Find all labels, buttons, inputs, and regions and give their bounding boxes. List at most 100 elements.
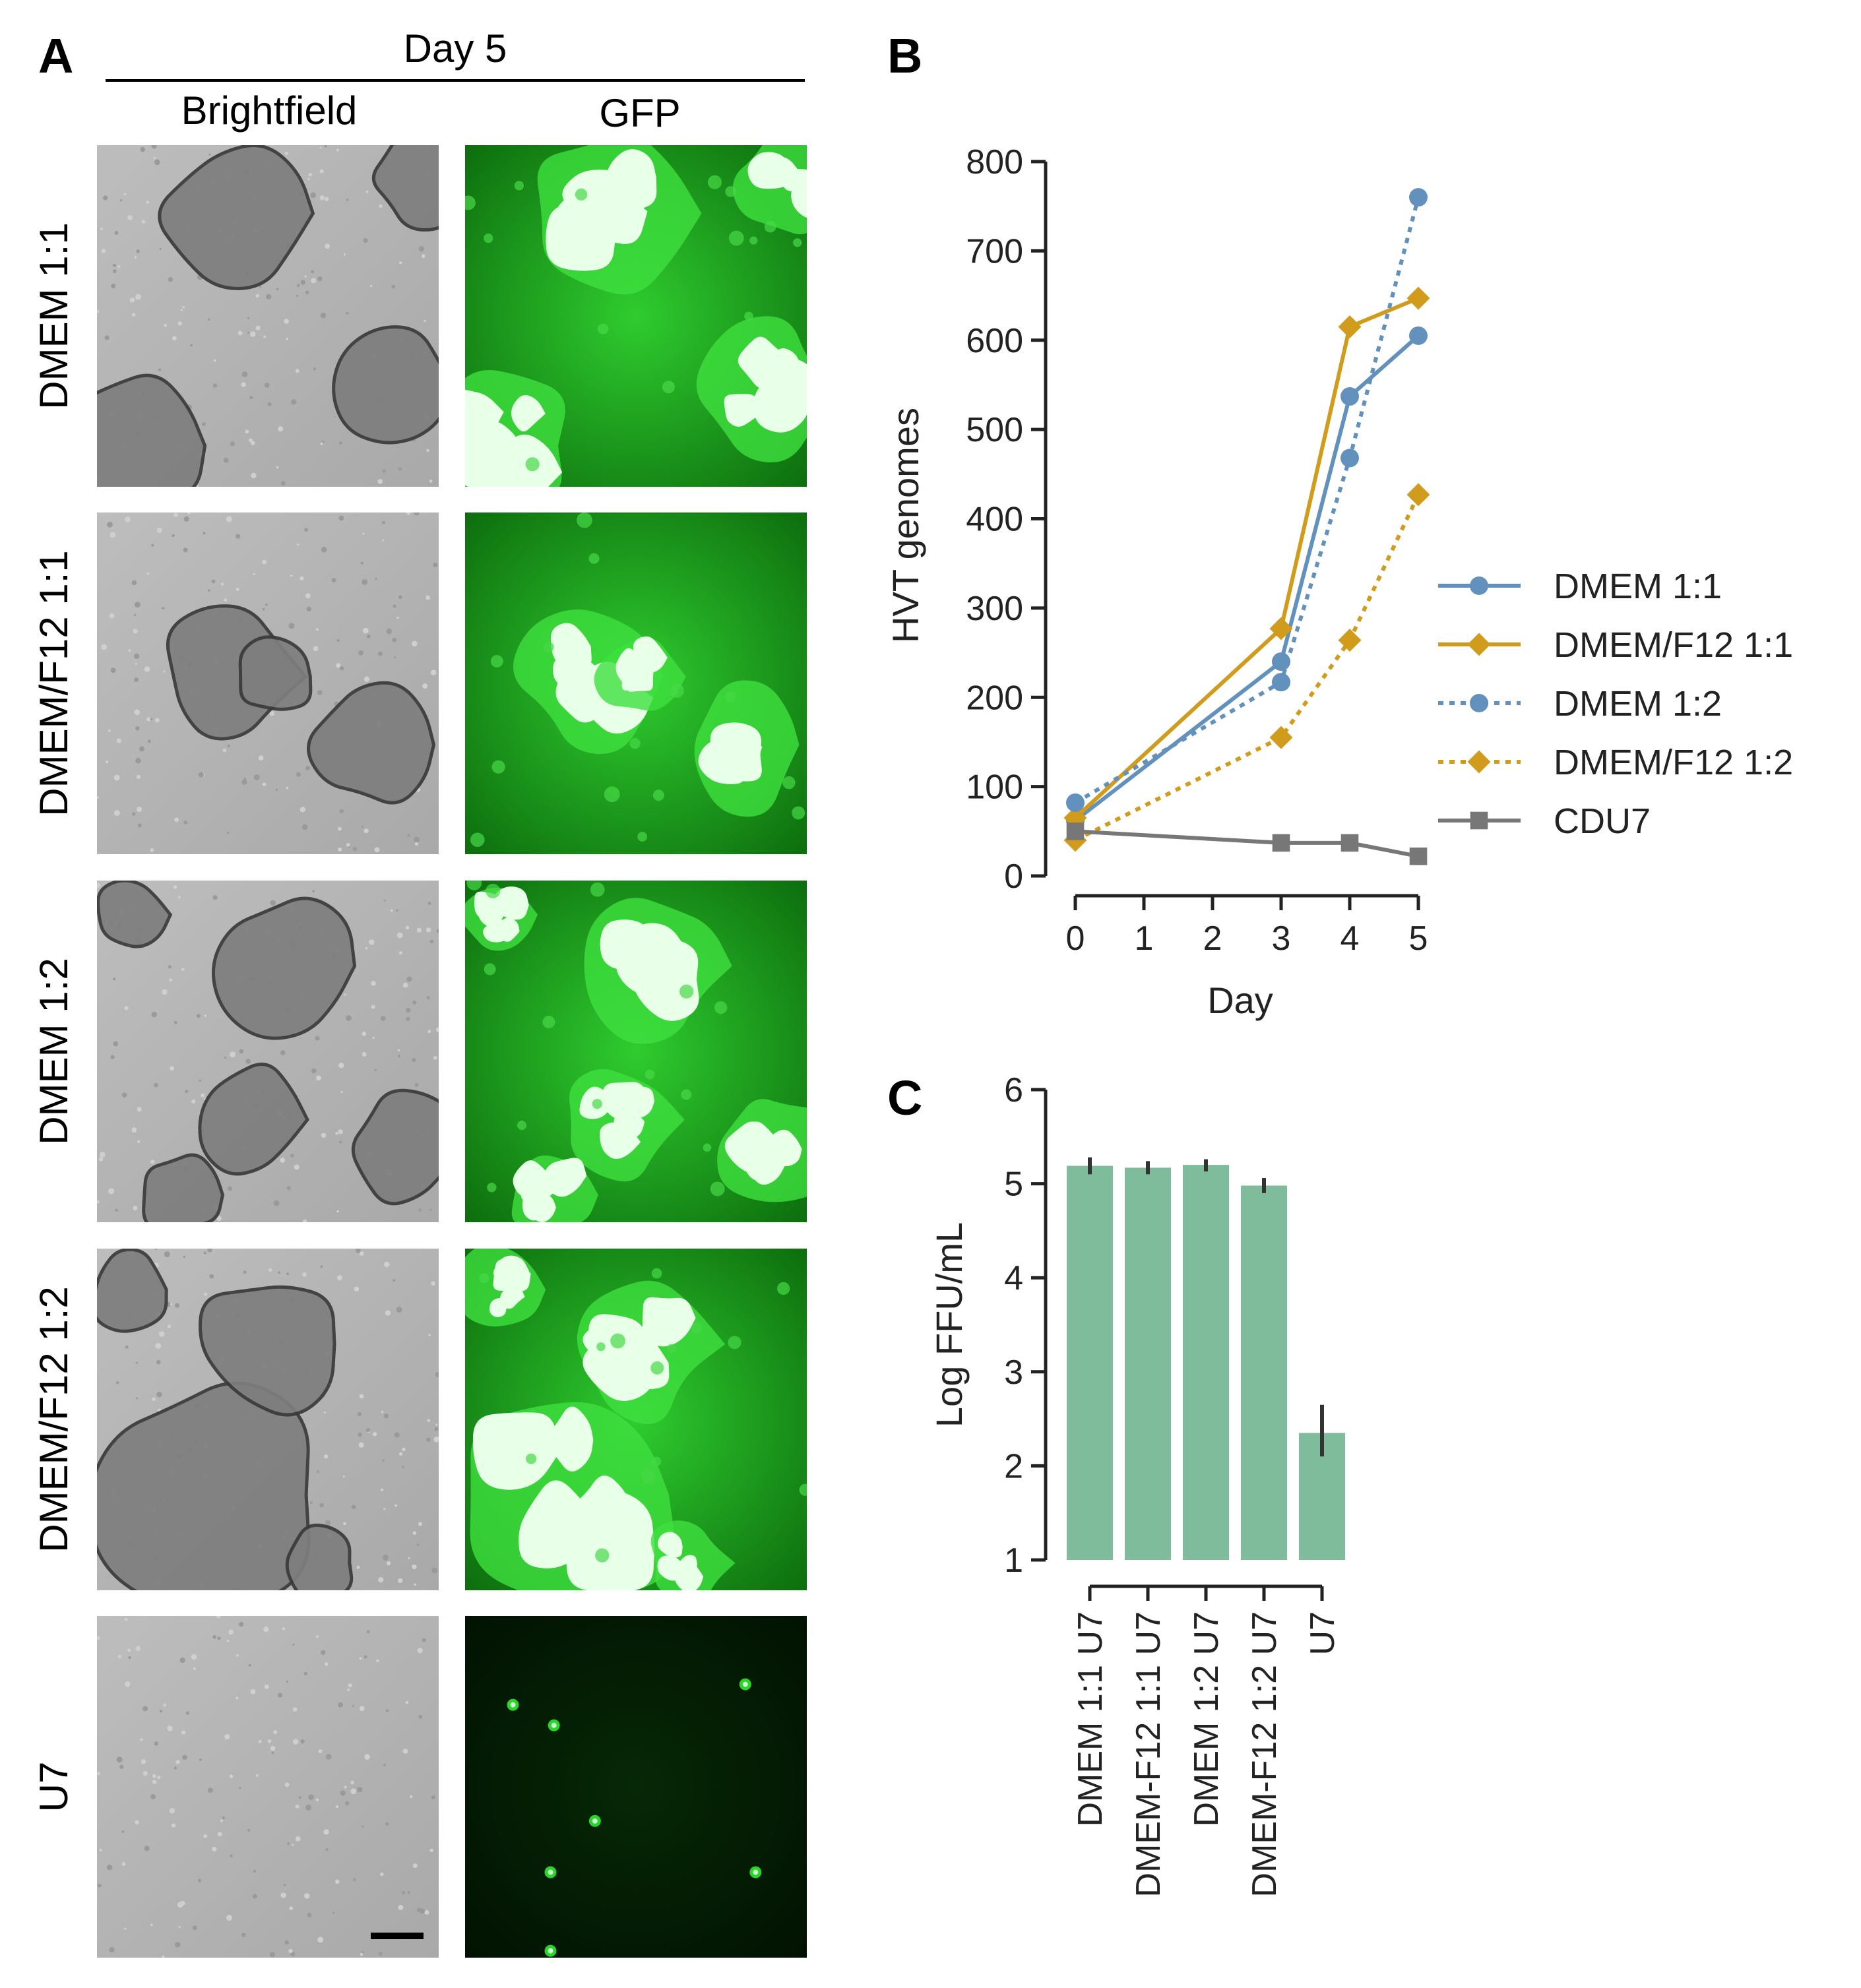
y-tick-label: 200 [966,679,1023,717]
legend-entry: DMEM/F12 1:2 [1438,743,1793,782]
brightfield-image [97,1249,439,1590]
brightfield-image [97,881,439,1222]
data-point [1406,286,1430,310]
gfp-image [465,1249,807,1590]
row-label: DMEM/F12 1:1 [32,550,76,816]
x-axis-title: Day [1207,979,1273,1021]
legend-entry: CDU7 [1438,801,1651,841]
x-tick-label: DMEM 1:2 U7 [1187,1611,1226,1827]
legend-label: DMEM 1:2 [1554,684,1722,724]
gfp-image [465,881,807,1222]
micrograph-grid: DMEM 1:1 DMEM/F12 1:1 DMEM 1:2 DMEM/F12 1:2… [32,145,807,1958]
legend-label: DMEM/F12 1:1 [1554,625,1793,665]
col-label-gfp: GFP [599,91,680,135]
legend-marker [1467,750,1491,774]
y-axis-title: HVT genomes [885,408,926,643]
data-point [1269,726,1293,749]
y-tick-label: 1 [1004,1541,1023,1580]
series-dmem-1-2 [1066,188,1428,812]
y-tick-label: 2 [1004,1447,1023,1485]
legend-entry: DMEM 1:2 [1438,684,1722,724]
y-tick-label: 600 [966,322,1023,360]
legend-label: DMEM/F12 1:2 [1554,743,1793,782]
series-line [1074,334,1420,823]
data-point [1341,834,1359,852]
data-point [1269,617,1293,640]
line-chart: 0 100 200 300 400 500 600 700 800 0 1 2 3 4 5 Day HVT ge… [885,143,1793,1021]
data-point [1066,793,1085,812]
y-tick-label: 400 [966,501,1023,539]
x-tick-label: 3 [1272,919,1291,958]
y-tick-label: 300 [966,590,1023,628]
x-tick-label: DMEM 1:1 U7 [1071,1611,1110,1827]
data-point [1272,673,1290,692]
row-label: U7 [32,1762,76,1813]
panel-b-letter: B [887,28,922,83]
bar [1183,1165,1229,1560]
series-dmem-f12-1-2 [1063,483,1430,852]
row-label: DMEM 1:1 [32,222,76,409]
data-point [1341,387,1359,406]
legend-entry: DMEM/F12 1:1 [1438,625,1793,665]
gfp-image [465,145,807,487]
row-label: DMEM/F12 1:2 [32,1286,76,1552]
data-point [1272,652,1290,671]
panel-c: C 1 2 3 4 5 6 Log FFU/mL DMEM 1:1 U7 DMEM-F12 1:… [887,1071,1345,1897]
data-point [1409,326,1428,345]
x-tick-label: 1 [1135,919,1154,958]
y-tick-label: 6 [1004,1071,1023,1109]
micrograph-row: U7 [32,1616,807,1958]
brightfield-image [97,513,439,854]
y-tick-label: 5 [1004,1165,1023,1204]
bar-chart: 1 2 3 4 5 6 Log FFU/mL DMEM 1:1 U7 DMEM-F12 1:1 … [928,1071,1345,1897]
data-point [1409,847,1428,865]
series-line [1074,197,1420,805]
x-tick-label: 5 [1409,919,1428,958]
panel-b: B 0 100 200 300 400 500 600 700 800 0 1 2 3 4 5 Day HVT … [885,28,1793,1021]
series-cdu7 [1066,823,1428,865]
micrograph-row: DMEM 1:2 [32,881,807,1222]
y-tick-label: 3 [1004,1353,1023,1392]
bar [1241,1185,1287,1560]
x-tick-label: DMEM-F12 1:1 U7 [1129,1611,1168,1897]
x-tick-label: 4 [1341,919,1360,958]
data-point [1338,629,1362,652]
gfp-image [465,1616,807,1958]
x-tick-label: U7 [1304,1611,1342,1655]
panel-c-letter: C [887,1071,922,1125]
x-tick-label: 0 [1066,919,1085,958]
y-tick-label: 100 [966,768,1023,807]
data-point [1341,449,1359,468]
legend-marker [1467,633,1491,656]
series-line [1074,493,1420,842]
panel-a: A Day 5 Brightfield GFP DMEM 1:1 DMEM/F12… [32,26,807,1958]
x-tick-label: 2 [1203,919,1222,958]
brightfield-image [97,1616,439,1958]
y-tick-label: 0 [1004,857,1023,896]
y-tick-label: 700 [966,232,1023,270]
micrograph-row: DMEM/F12 1:2 [32,1249,807,1590]
micrograph-row: DMEM 1:1 [32,145,807,487]
panel-a-letter: A [38,28,73,83]
y-tick-label: 4 [1004,1259,1023,1297]
legend-marker [1470,576,1488,595]
col-label-brightfield: Brightfield [181,88,358,133]
legend-marker [1470,811,1488,830]
series-line [1075,829,1419,859]
data-point [1409,188,1428,207]
y-tick-label: 500 [966,411,1023,449]
data-point [1338,315,1362,338]
legend-label: CDU7 [1554,801,1651,841]
gfp-image [465,513,807,854]
y-tick-label: 800 [966,143,1023,181]
brightfield-image [97,145,439,487]
series-dmem-f12-1-1 [1063,286,1430,830]
bar [1067,1165,1113,1560]
legend-marker [1470,694,1488,712]
series-line [1073,296,1420,820]
x-tick-label: DMEM-F12 1:2 U7 [1246,1611,1284,1897]
data-point [1066,823,1085,840]
y-axis-title: Log FFU/mL [928,1222,970,1427]
legend-entry: DMEM 1:1 [1438,567,1722,606]
